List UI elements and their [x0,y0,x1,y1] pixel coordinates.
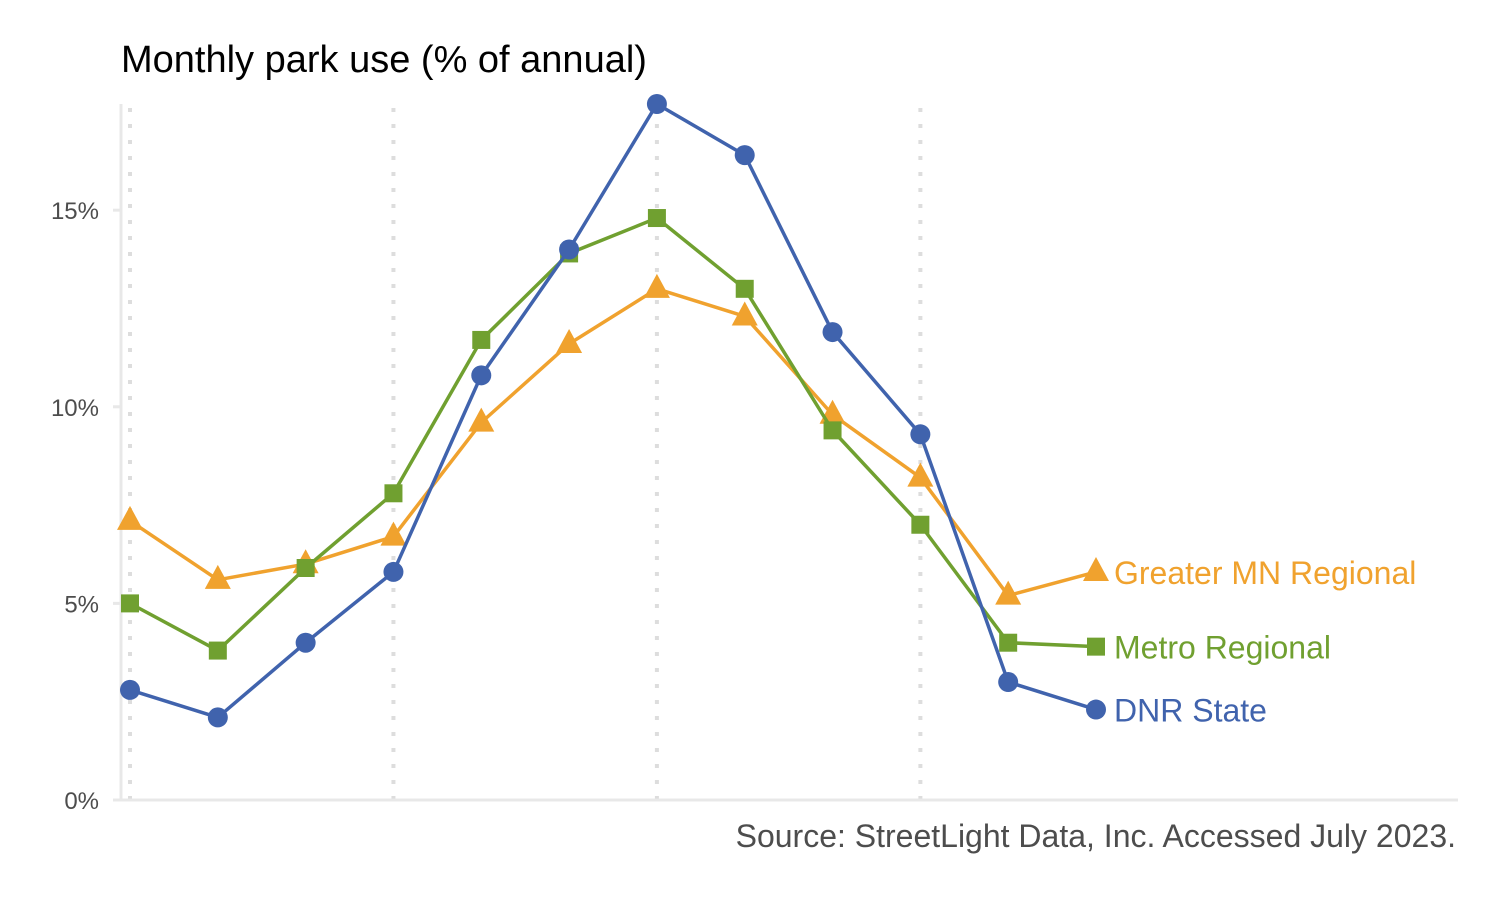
data-point [822,322,843,343]
data-point [643,273,670,298]
y-tick-label: 15% [51,198,99,225]
data-point [735,279,754,298]
series-layer [117,94,1109,728]
series-line [129,102,1097,720]
data-point [120,679,140,700]
data-point [556,328,583,353]
grid-layer [128,104,923,800]
data-point [208,641,227,660]
data-point [1083,557,1109,582]
data-point [995,580,1022,605]
data-point [384,484,403,503]
series-triangle [117,273,1109,605]
data-point [910,424,931,445]
series-label: Greater MN Regional [1114,555,1416,591]
data-point [998,672,1019,693]
data-point [731,301,758,326]
y-tick-label: 0% [64,788,99,815]
series-square [121,209,1105,660]
y-tick-label: 10% [51,395,99,422]
data-point [296,559,315,577]
data-point [380,521,407,546]
data-point [646,94,667,114]
source-caption: Source: StreetLight Data, Inc. Accessed … [736,818,1456,854]
data-point [823,421,842,440]
data-point [117,505,143,530]
data-point [559,239,580,260]
data-point [647,209,666,228]
series-label: DNR State [1114,693,1267,729]
data-point [383,561,404,582]
series-circle [120,94,1106,728]
series-label-layer: Greater MN Regional Metro Regional DNR Sta… [1114,555,1416,729]
data-point [911,515,930,534]
data-point [1086,699,1106,720]
y-tick-label: 5% [64,591,99,618]
axis-layer: 0% 5% 10% 15% [51,104,1458,815]
chart-title: Monthly park use (% of annual) [121,39,647,81]
data-point [999,633,1018,652]
data-point [207,707,228,728]
data-point [295,632,316,653]
data-point [471,365,492,386]
data-point [907,462,934,487]
series-line [129,287,1097,598]
data-point [204,564,231,589]
data-point [121,594,139,613]
series-line [129,216,1097,653]
data-point [1087,637,1105,656]
data-point [468,407,495,432]
data-point [472,330,491,349]
data-point [734,145,755,166]
series-label: Metro Regional [1114,630,1331,666]
